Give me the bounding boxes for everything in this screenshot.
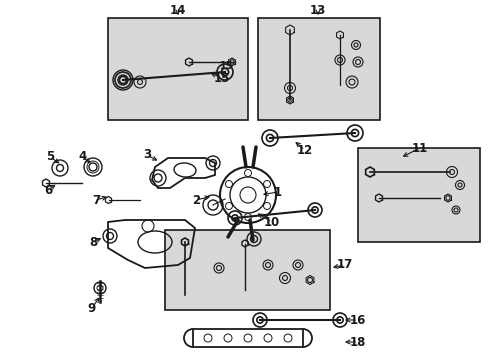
Text: 6: 6 <box>44 184 52 197</box>
Text: 15: 15 <box>220 61 233 71</box>
Text: 13: 13 <box>309 4 325 17</box>
Text: 14: 14 <box>169 4 186 17</box>
Text: 2: 2 <box>192 194 200 207</box>
Text: 5: 5 <box>46 150 54 163</box>
Text: 17: 17 <box>336 258 352 271</box>
Text: 12: 12 <box>296 144 312 157</box>
Bar <box>193 329 303 347</box>
Text: 7: 7 <box>92 194 100 207</box>
Text: 18: 18 <box>349 336 366 348</box>
Text: 16: 16 <box>349 314 366 327</box>
Text: 15: 15 <box>213 72 230 85</box>
Text: 8: 8 <box>89 235 97 248</box>
Bar <box>164 230 329 310</box>
Text: 1: 1 <box>273 185 282 198</box>
Text: 9: 9 <box>88 302 96 315</box>
Bar <box>258 18 379 120</box>
Text: 11: 11 <box>411 141 427 154</box>
Bar <box>108 18 247 120</box>
Bar <box>357 148 479 242</box>
Text: 10: 10 <box>264 216 280 229</box>
Text: 4: 4 <box>79 150 87 163</box>
Text: 3: 3 <box>142 148 151 162</box>
